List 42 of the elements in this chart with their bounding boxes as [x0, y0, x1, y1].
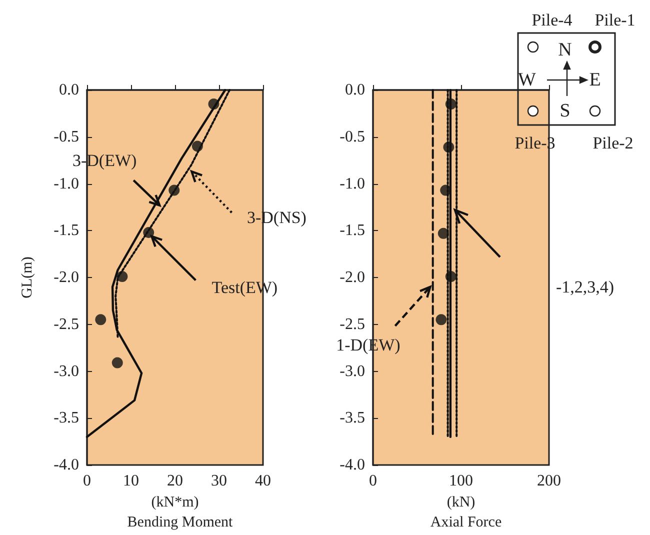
x-axis-title: (kN): [446, 494, 476, 510]
y-tick-label: -3.0: [340, 362, 365, 380]
y-tick-label: 0.0: [59, 82, 79, 98]
y-tick-label: -2.0: [54, 269, 79, 286]
text: Axial Force: [430, 514, 502, 530]
x-tick-label: 20: [167, 472, 183, 490]
y-tick-label: -3.0: [54, 362, 79, 380]
x-tick-label: 40: [255, 472, 271, 490]
text: E: [589, 70, 601, 90]
point: [436, 314, 447, 326]
y-tick-label: -1.5: [340, 222, 365, 240]
point: [112, 357, 123, 368]
text: -1,2,3,4): [556, 278, 614, 296]
y-axis-title: GL(m): [20, 256, 36, 298]
x-tick-label: 10: [123, 472, 139, 490]
point: [95, 314, 106, 326]
x-tick-label: 30: [211, 472, 227, 490]
text: Pile-1: [594, 10, 636, 30]
y-tick-label: 0.0: [345, 82, 365, 98]
y-tick-label: -2.5: [340, 316, 365, 333]
y-tick-label: -4.0: [340, 456, 365, 474]
y-tick-label: -2.0: [340, 269, 365, 286]
text: S: [560, 100, 570, 122]
x-tick-label: 200: [537, 472, 561, 490]
y-tick-label: -1.5: [54, 222, 79, 240]
x-tick-label: 0: [369, 472, 377, 490]
text: Pile-4: [532, 10, 573, 30]
x-axis-title: (kN*m): [151, 494, 199, 510]
y-tick-label: -2.5: [54, 316, 79, 333]
y-tick-label: -0.5: [340, 128, 365, 146]
annotation: W: [518, 70, 536, 90]
text: Bending Moment: [127, 514, 234, 530]
y-tick-label: -1.0: [54, 175, 79, 192]
y-tick-label: -3.5: [54, 410, 79, 427]
y-tick-label: -1.0: [340, 175, 365, 192]
y-tick-label: -3.5: [340, 410, 365, 427]
y-tick-label: -0.5: [54, 128, 79, 146]
x-tick-label: 0: [83, 472, 91, 490]
text: Pile-2: [592, 134, 634, 152]
x-tick-label: 100: [449, 472, 473, 490]
text: N: [558, 40, 572, 60]
y-tick-label: -4.0: [54, 456, 79, 474]
